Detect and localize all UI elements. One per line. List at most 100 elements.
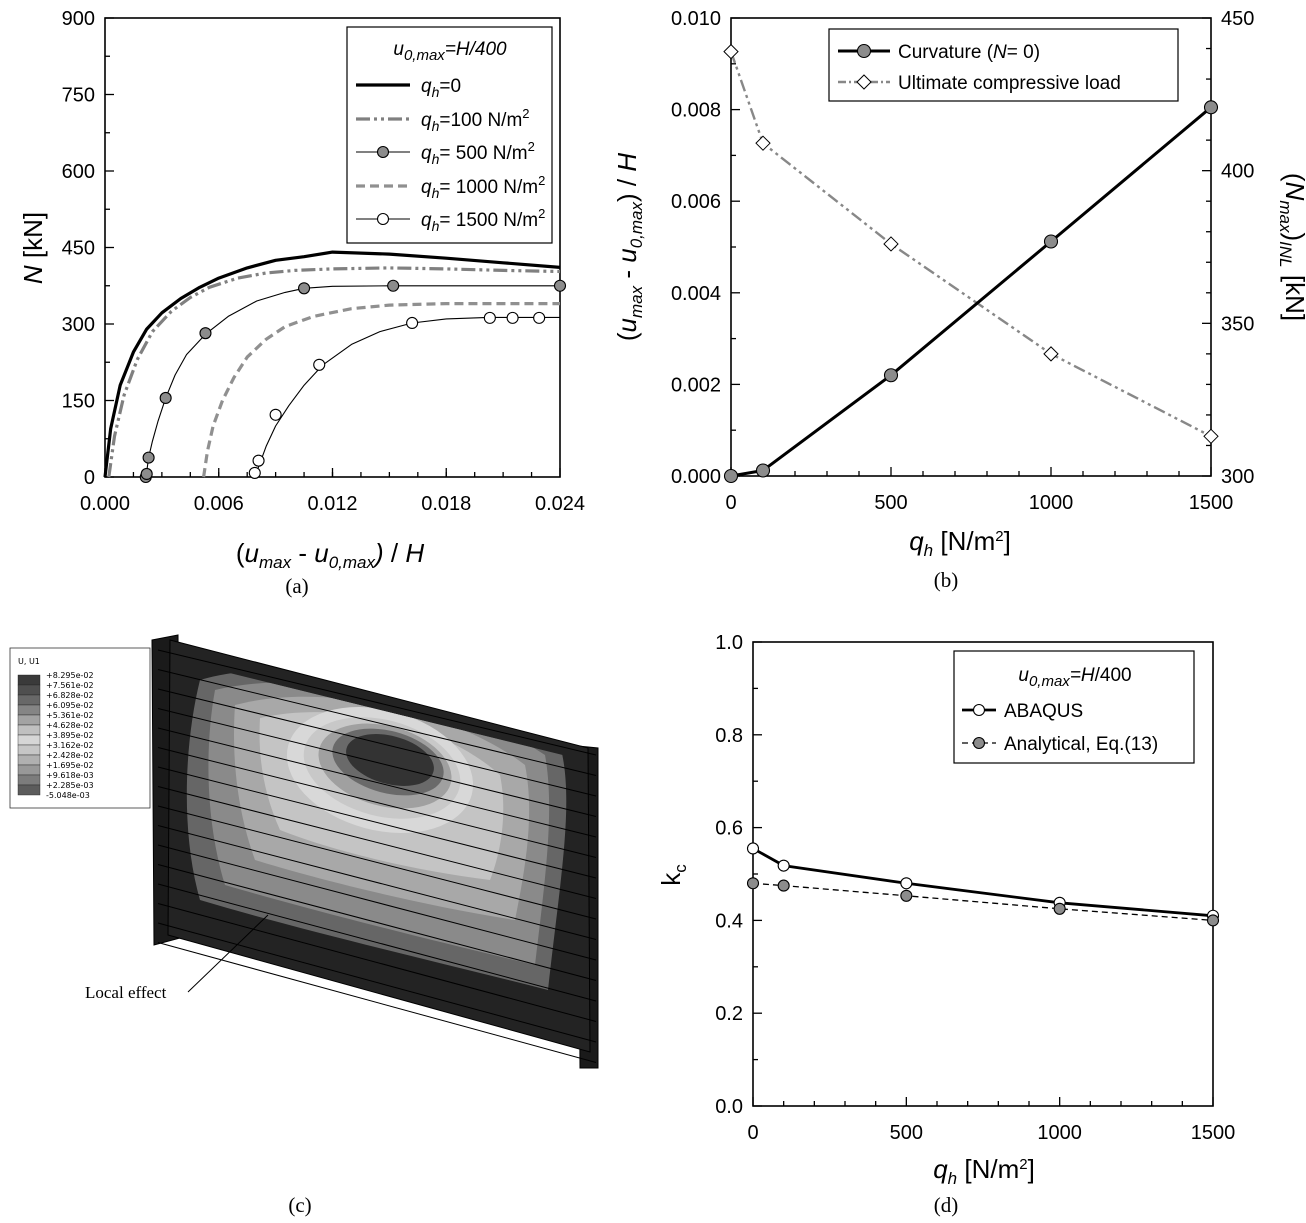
panel-a-legend-label: qh=100 N/m2	[421, 106, 530, 134]
panel-d-legend-marker	[972, 703, 986, 717]
panel-c-contour-model	[151, 634, 599, 1069]
panel-d-abaqus-marker	[900, 877, 913, 890]
panel-b-x-axis-label: qh [N/m2]	[909, 526, 1011, 560]
panel-b-y2-axis-label: (Nmax)INL [kN]	[1276, 173, 1306, 321]
panel-d-analytical-marker	[900, 889, 913, 902]
colorbar-label: +3.162e-02	[46, 741, 94, 750]
colorbar-label: +4.628e-02	[46, 721, 94, 730]
panel-d-y-tick-label: 0.4	[715, 910, 743, 932]
panel-b-ultimate-load-marker	[883, 236, 899, 252]
panel-a-caption: (a)	[285, 574, 308, 598]
panel-d: 0 500 1000 1500 0.0 0.2 0.4 0.6 0.8 1.0 kc qh [N/…	[656, 632, 1235, 1217]
panel-b-legend-label: Curvature (N= 0)	[898, 42, 1040, 63]
panel-b-legend-marker	[856, 43, 872, 59]
panel-d-abaqus-line	[752, 847, 1214, 918]
mesh-line	[157, 747, 597, 858]
panel-a-legend-marker	[376, 145, 390, 159]
panel-d-x-tick-label: 1000	[1037, 1122, 1082, 1144]
mesh-line	[157, 688, 597, 797]
colorbar-swatch	[17, 764, 41, 776]
panel-b-legend: Curvature (N= 0) Ultimate compressive loa…	[828, 28, 1179, 102]
mesh-line	[157, 864, 597, 981]
panel-c-caption: (c)	[288, 1193, 311, 1217]
panel-d-y-tick-label: 1.0	[715, 632, 743, 654]
panel-c-colorbar: U, U1 +8.295e-02+7.561e-02+6.828e-02+6.0…	[9, 647, 151, 809]
panel-b-y2-tick-label: 400	[1221, 161, 1254, 183]
panel-c: U, U1 +8.295e-02+7.561e-02+6.828e-02+6.0…	[9, 634, 599, 1217]
panel-b-y-tick-label: 0.010	[671, 8, 721, 30]
colorbar-label: +5.361e-02	[46, 711, 94, 720]
panel-a-x-tick-label: 0.012	[307, 493, 357, 515]
panel-a-series-4-marker	[406, 316, 419, 330]
colorbar-title: U, U1	[18, 657, 40, 666]
panel-a-y-tick-label: 900	[62, 8, 95, 30]
panel-d-legend-label: ABAQUS	[1004, 701, 1083, 722]
panel-b-y2-tick-label: 450	[1221, 8, 1254, 30]
panel-a-legend-label: qh=0	[421, 76, 461, 100]
panel-b-x-tick-label: 1000	[1029, 492, 1074, 514]
colorbar-swatch	[17, 684, 41, 696]
panel-d-x-tick-label: 500	[890, 1122, 923, 1144]
colorbar-swatch	[17, 734, 41, 746]
panel-d-analytical-marker	[1206, 914, 1220, 927]
panel-b-caption: (b)	[934, 568, 959, 592]
mesh-line	[157, 766, 597, 879]
panel-a-x-tick-label: 0.018	[421, 493, 471, 515]
panel-a-series-2-marker	[387, 279, 400, 292]
panel-d-x-tick-label: 1500	[1191, 1122, 1236, 1144]
panel-a-series-4-marker	[252, 454, 265, 467]
colorbar-swatch	[17, 784, 41, 796]
colorbar-swatch	[17, 714, 41, 726]
colorbar-swatch	[17, 674, 41, 686]
panel-d-y-tick-label: 0.6	[715, 818, 743, 840]
panel-a-y-tick-label: 300	[62, 314, 95, 336]
panel-a-series-4-marker	[313, 358, 326, 371]
panel-a-series-4-marker	[269, 408, 282, 421]
panel-a-series-line-3	[202, 302, 560, 478]
panel-d-caption: (d)	[934, 1193, 959, 1217]
panel-a-series-4-marker	[248, 466, 261, 479]
panel-a-series-4-marker	[533, 311, 546, 324]
panel-b: 0 500 1000 1500 0.000 0.002 0.004 0.006 0.008 0.0…	[612, 8, 1306, 592]
panel-b-curvature-marker	[883, 368, 899, 383]
mesh-line	[157, 669, 597, 776]
panel-a-x-axis-label: (umax - u0,max) / H	[236, 538, 424, 572]
panel-b-curvature-marker	[755, 463, 771, 478]
local-effect-annotation: Local effect	[85, 983, 167, 1002]
colorbar-label: +2.285e-03	[46, 781, 94, 790]
panel-d-legend-title: u0,max=H/400	[1018, 665, 1131, 690]
local-effect-leader	[187, 914, 269, 993]
panel-d-analytical-line	[752, 882, 1214, 922]
panel-b-curvature-marker	[1203, 100, 1219, 115]
panel-a-legend: u0,max=H/400 qh=0 qh=100 N/m2 qh= 500 N/m2…	[346, 26, 553, 244]
panel-b-y-axis-label: (umax - u0,max) / H	[612, 153, 646, 341]
panel-b-y-tick-label: 0.006	[671, 191, 721, 213]
panel-a-x-tick-label: 0.024	[535, 493, 585, 515]
panel-b-legend-marker	[856, 74, 872, 90]
panel-d-y-tick-label: 0.8	[715, 725, 743, 747]
mesh-line	[157, 883, 597, 1002]
panel-a-series-2-marker	[159, 391, 172, 405]
mesh-line	[157, 844, 597, 961]
panel-a-x-tick-label: 0.000	[80, 493, 130, 515]
colorbar-swatch	[17, 694, 41, 706]
panel-b-legend-label: Ultimate compressive load	[898, 73, 1121, 94]
panel-a-y-axis-label: N [kN]	[18, 212, 48, 284]
panel-d-legend: u0,max=H/400 ABAQUS Analytical, Eq.(13)	[953, 650, 1195, 764]
panel-d-x-tick-label: 0	[747, 1122, 758, 1144]
panel-d-legend-marker	[972, 736, 986, 750]
panel-b-ultimate-load-marker	[755, 135, 771, 151]
colorbar-label: +9.618e-03	[46, 771, 94, 780]
panel-b-x-tick-label: 0	[725, 492, 736, 514]
panel-b-y2-tick-label: 300	[1221, 466, 1254, 488]
mesh-line	[157, 903, 597, 1022]
panel-d-y-tick-label: 0.0	[715, 1096, 743, 1118]
panel-a-legend-title: u0,max=H/400	[393, 39, 507, 64]
panel-d-legend-label: Analytical, Eq.(13)	[1004, 734, 1158, 755]
mesh-line	[157, 922, 597, 1043]
colorbar-swatch	[17, 704, 41, 716]
colorbar-label: +8.295e-02	[46, 671, 94, 680]
panel-a-series-2-marker	[298, 282, 311, 295]
mesh-line	[157, 727, 597, 838]
